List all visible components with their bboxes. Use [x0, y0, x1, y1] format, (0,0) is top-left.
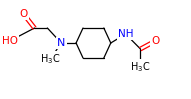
Text: O: O	[19, 9, 28, 19]
Text: H$_3$C: H$_3$C	[40, 52, 61, 66]
Text: N: N	[57, 38, 66, 48]
Text: HO: HO	[2, 36, 18, 46]
Text: O: O	[151, 36, 159, 46]
Text: NH: NH	[118, 29, 133, 39]
Text: H$_3$C: H$_3$C	[130, 60, 151, 74]
